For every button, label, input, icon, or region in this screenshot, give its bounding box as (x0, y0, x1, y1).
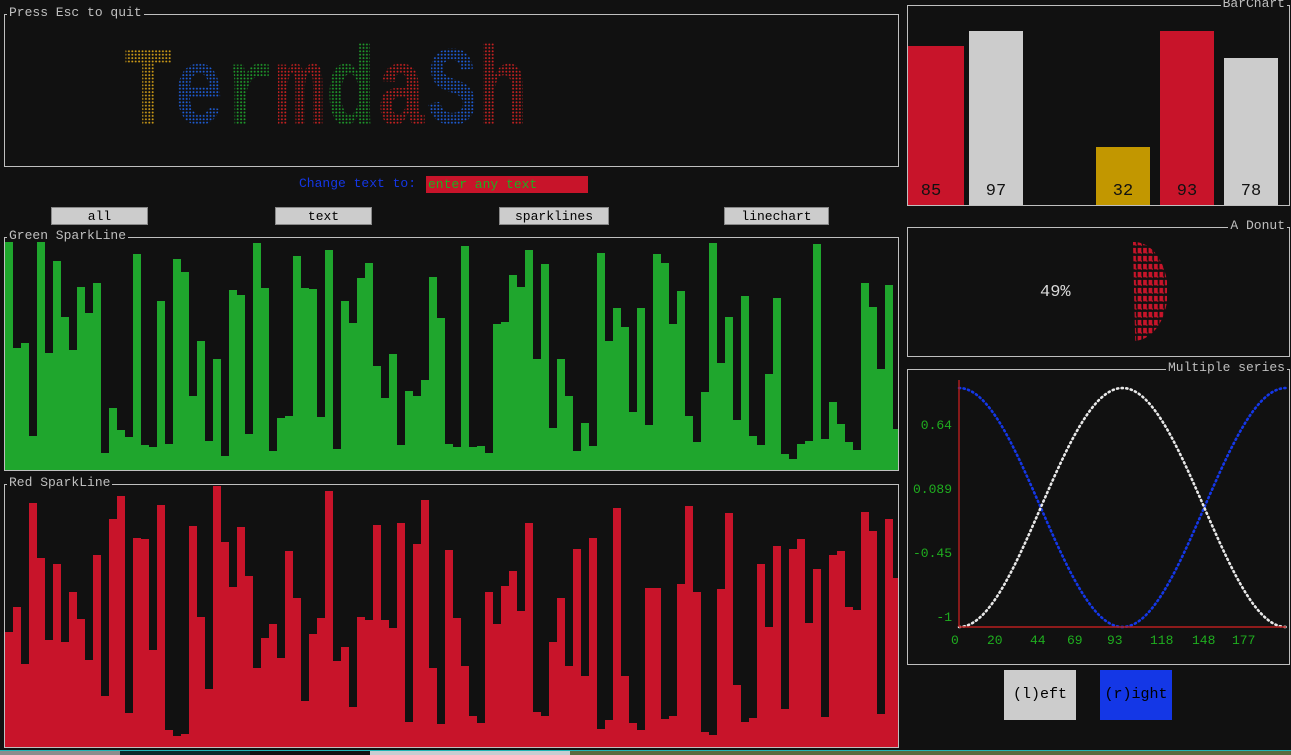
svg-text:TermdaSh: TermdaSh (123, 40, 528, 140)
